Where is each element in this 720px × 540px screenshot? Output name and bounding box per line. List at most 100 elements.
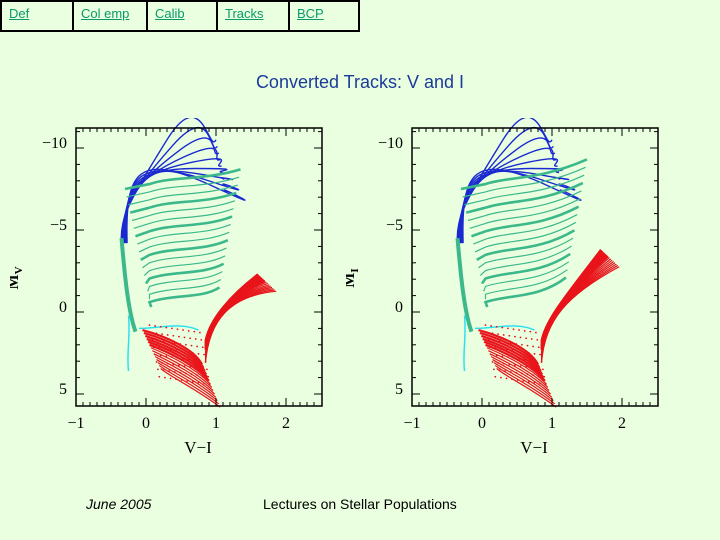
track-point — [192, 380, 194, 383]
track-red — [492, 262, 616, 398]
track-point — [525, 337, 527, 340]
track-green — [465, 181, 584, 214]
track-point — [535, 360, 537, 363]
track-green — [462, 166, 586, 198]
svg-text:MV: MV — [10, 266, 25, 289]
track-point — [158, 347, 161, 349]
ytick-label: −10 — [42, 135, 67, 152]
track-point — [530, 366, 533, 369]
track-point — [532, 345, 534, 348]
track-point — [171, 327, 173, 330]
xtick-label: 2 — [618, 415, 626, 432]
track-point — [536, 338, 539, 341]
track-point — [526, 344, 529, 347]
track-point — [168, 370, 171, 372]
track-point — [204, 361, 207, 363]
track-point — [199, 331, 201, 334]
track-point — [539, 353, 541, 356]
track-green — [147, 286, 221, 308]
track-point — [529, 330, 532, 333]
track-point — [507, 327, 509, 330]
track-red — [494, 264, 619, 405]
track-cyan — [463, 315, 466, 372]
nav-calib-link[interactable]: Calib — [148, 2, 218, 30]
track-point — [543, 375, 546, 378]
track-point — [201, 375, 204, 377]
track-point — [537, 346, 540, 349]
track-point — [518, 357, 520, 360]
nav-bcp-link[interactable]: BCP — [297, 6, 324, 21]
track-green — [143, 255, 226, 277]
track-point — [516, 350, 519, 353]
track-green — [135, 215, 233, 238]
track-point — [200, 338, 203, 341]
evolutionary-tracks — [119, 118, 277, 408]
track-point — [522, 351, 525, 354]
track-green — [147, 271, 223, 292]
track-point — [162, 340, 165, 343]
track-point — [150, 331, 152, 334]
track-point — [508, 334, 511, 337]
track-point — [194, 366, 197, 369]
track-blue — [126, 168, 246, 244]
track-point — [536, 367, 539, 370]
nav-def-link[interactable]: Def — [2, 2, 74, 30]
track-green — [138, 231, 230, 253]
track-point — [497, 361, 499, 364]
track-point — [180, 350, 183, 353]
track-point — [186, 351, 189, 354]
ytick-label: −10 — [378, 135, 403, 152]
track-point — [494, 375, 497, 378]
track-point — [175, 349, 178, 352]
y-axis-label-sub: V — [13, 266, 25, 274]
track-point — [180, 379, 183, 381]
track-point — [194, 338, 197, 340]
track-green — [467, 190, 582, 222]
track-green — [480, 252, 571, 285]
y-axis-label-main: M — [10, 274, 22, 289]
track-point — [179, 343, 182, 345]
track-green — [144, 262, 225, 285]
nav-col-emp-link[interactable]: Col emp — [74, 2, 148, 30]
main-sequence — [455, 238, 474, 333]
track-blue — [462, 168, 582, 244]
track-point — [157, 339, 159, 342]
nav-tracks-link[interactable]: Tracks — [218, 2, 290, 30]
track-point — [518, 329, 520, 331]
track-point — [201, 346, 204, 349]
track-point — [516, 379, 519, 381]
xtick-label: 0 — [478, 415, 486, 432]
track-green — [483, 276, 567, 308]
track-point — [172, 334, 175, 337]
track-point — [166, 334, 169, 336]
track-point — [196, 374, 199, 377]
track-point — [500, 376, 502, 379]
cmd-plot-mi: −10 −5 0 5 −1 0 1 2 V−I MI — [346, 118, 676, 468]
y-axis-label: MV — [10, 266, 25, 289]
track-point — [502, 334, 505, 336]
track-green — [479, 245, 572, 277]
track-point — [529, 359, 532, 362]
track-point — [154, 325, 157, 327]
xtick-label: 1 — [548, 415, 556, 432]
track-point — [185, 372, 187, 375]
track-point — [484, 324, 487, 327]
track-point — [493, 368, 495, 371]
track-point — [182, 357, 185, 360]
track-green — [478, 237, 574, 269]
track-point — [498, 369, 501, 372]
track-green — [484, 269, 568, 300]
track-point — [187, 358, 190, 361]
track-green — [142, 247, 227, 269]
xtick-label: 0 — [142, 415, 150, 432]
track-point — [523, 329, 526, 332]
track-point — [505, 377, 508, 380]
track-point — [159, 354, 162, 357]
track-point — [528, 380, 530, 383]
track-point — [168, 341, 171, 344]
track-point — [169, 377, 172, 380]
evolutionary-tracks — [455, 118, 620, 408]
track-point — [501, 355, 504, 358]
track-point — [189, 366, 192, 368]
track-point — [155, 361, 158, 363]
